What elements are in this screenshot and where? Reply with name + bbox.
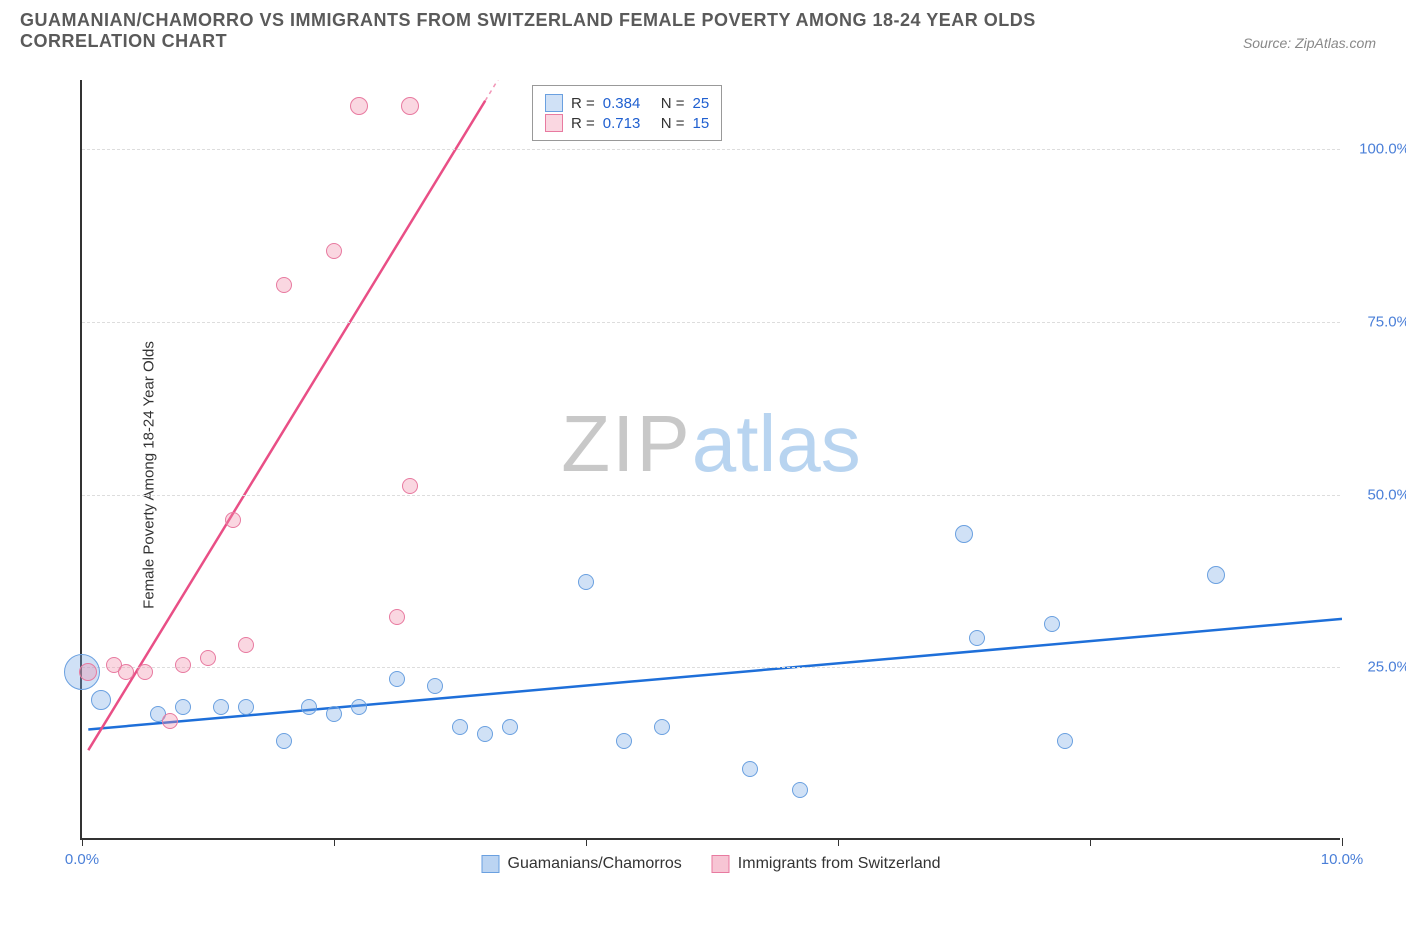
legend-item: Immigrants from Switzerland	[712, 855, 941, 873]
data-point	[200, 650, 216, 666]
data-point	[213, 699, 229, 715]
n-value: 15	[693, 115, 710, 132]
series-legend: Guamanians/Chamorros Immigrants from Swit…	[481, 855, 940, 873]
data-point	[477, 726, 493, 742]
n-value: 25	[693, 95, 710, 112]
data-point	[1057, 733, 1073, 749]
n-label: N =	[661, 95, 685, 112]
data-point	[654, 719, 670, 735]
data-point	[389, 671, 405, 687]
data-point	[389, 609, 405, 625]
data-point	[1207, 566, 1225, 584]
data-point	[350, 97, 368, 115]
data-point	[175, 699, 191, 715]
data-point	[742, 761, 758, 777]
correlation-legend: R = 0.384 N = 25 R = 0.713 N = 15	[532, 85, 722, 141]
data-point	[175, 657, 191, 673]
legend-swatch	[712, 855, 730, 873]
chart-area: Female Poverty Among 18-24 Year Olds ZIP…	[60, 80, 1370, 870]
gridline	[82, 667, 1340, 668]
r-label: R =	[571, 95, 595, 112]
y-tick-label: 25.0%	[1367, 659, 1406, 676]
x-tick-label: 0.0%	[65, 851, 99, 868]
gridline	[82, 495, 1340, 496]
data-point	[238, 637, 254, 653]
data-point	[427, 678, 443, 694]
legend-label: Immigrants from Switzerland	[738, 855, 941, 873]
x-tick	[838, 838, 839, 846]
scatter-plot: ZIPatlas R =0.384N =25R =0.713N =15 Guam…	[80, 80, 1340, 840]
legend-row: R = 0.384 N = 25	[545, 94, 709, 112]
x-tick	[334, 838, 335, 846]
legend-swatch	[481, 855, 499, 873]
watermark: ZIPatlas	[561, 398, 860, 490]
data-point	[137, 664, 153, 680]
data-point	[1044, 616, 1060, 632]
x-tick	[82, 838, 83, 846]
legend-swatch	[545, 94, 563, 112]
data-point	[162, 713, 178, 729]
trend-lines	[82, 80, 1342, 840]
legend-swatch	[545, 114, 563, 132]
data-point	[616, 733, 632, 749]
x-tick	[1090, 838, 1091, 846]
data-point	[118, 664, 134, 680]
gridline	[82, 322, 1340, 323]
data-point	[276, 733, 292, 749]
watermark-zip: ZIP	[561, 399, 691, 488]
data-point	[502, 719, 518, 735]
watermark-atlas: atlas	[692, 399, 861, 488]
legend-label: Guamanians/Chamorros	[507, 855, 681, 873]
source-attribution: Source: ZipAtlas.com	[1243, 35, 1376, 51]
x-tick	[1342, 838, 1343, 846]
data-point	[351, 699, 367, 715]
data-point	[225, 512, 241, 528]
data-point	[301, 699, 317, 715]
data-point	[326, 243, 342, 259]
data-point	[91, 690, 111, 710]
data-point	[276, 277, 292, 293]
y-tick-label: 75.0%	[1367, 313, 1406, 330]
x-tick-label: 10.0%	[1321, 851, 1364, 868]
legend-row: R = 0.713 N = 15	[545, 114, 709, 132]
n-label: N =	[661, 115, 685, 132]
data-point	[955, 525, 973, 543]
y-tick-label: 100.0%	[1359, 141, 1406, 158]
data-point	[238, 699, 254, 715]
r-label: R =	[571, 115, 595, 132]
chart-title: GUAMANIAN/CHAMORRO VS IMMIGRANTS FROM SW…	[20, 10, 1120, 52]
data-point	[402, 478, 418, 494]
data-point	[578, 574, 594, 590]
data-point	[401, 97, 419, 115]
r-value: 0.713	[603, 115, 653, 132]
data-point	[792, 782, 808, 798]
r-value: 0.384	[603, 95, 653, 112]
legend-item: Guamanians/Chamorros	[481, 855, 681, 873]
gridline	[82, 149, 1340, 150]
x-tick	[586, 838, 587, 846]
y-tick-label: 50.0%	[1367, 486, 1406, 503]
data-point	[969, 630, 985, 646]
data-point	[452, 719, 468, 735]
data-point	[326, 706, 342, 722]
data-point	[79, 663, 97, 681]
